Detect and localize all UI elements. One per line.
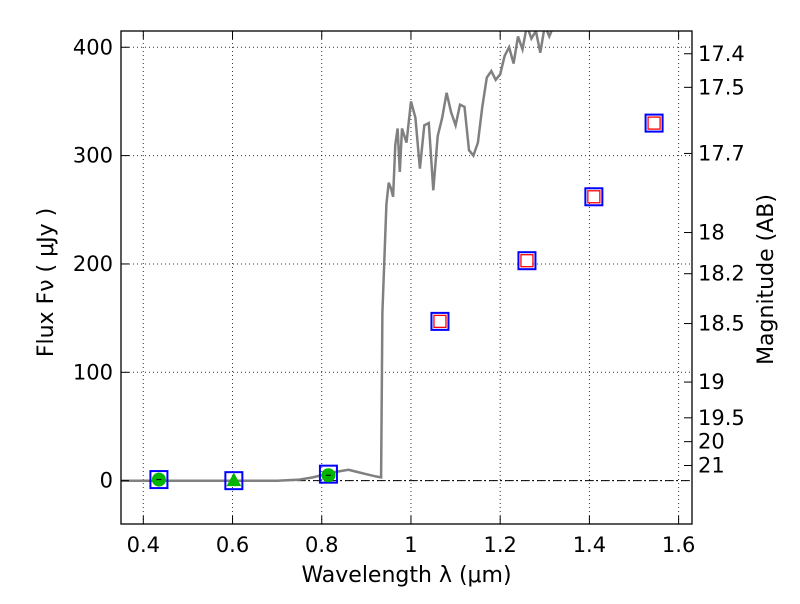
x-tick-label: 1 xyxy=(404,533,417,557)
model-sed-line xyxy=(121,31,553,482)
model-photometry-square xyxy=(647,116,661,130)
mag-tick-label: 19.5 xyxy=(698,406,745,430)
observed-photometry-square xyxy=(224,471,244,491)
photometry-triangle xyxy=(226,472,242,487)
mag-tick-label: 18 xyxy=(698,221,725,245)
mag-tick-label: 17.5 xyxy=(698,75,745,99)
y-axis-right-label: Magnitude (AB) xyxy=(754,194,779,365)
mag-tick-label: 17.7 xyxy=(698,141,745,165)
y-tick-label: 400 xyxy=(73,35,113,59)
model-photometry-square xyxy=(520,254,534,268)
mag-tick-label: 19 xyxy=(698,370,725,394)
observed-photometry-square xyxy=(318,464,338,484)
mag-tick-label: 17.4 xyxy=(698,42,745,66)
x-tick-label: 1.4 xyxy=(573,533,606,557)
y-tick-label: 100 xyxy=(73,360,113,384)
mag-tick-label: 21 xyxy=(698,453,725,477)
model-photometry-square xyxy=(433,314,447,329)
x-tick-label: 1.2 xyxy=(483,533,516,557)
axis-ticks: 0.4 0.6 0.8 1 1.2 1.4 1.6 0 100 200 300 400 17.4 17.5… xyxy=(73,31,745,557)
x-axis-label: Wavelength λ (μm) xyxy=(301,563,511,588)
mag-tick-label: 20 xyxy=(698,430,725,454)
observed-photometry-square xyxy=(584,187,604,207)
y-tick-label: 300 xyxy=(73,144,113,168)
x-tick-label: 0.6 xyxy=(216,533,249,557)
x-tick-label: 0.8 xyxy=(305,533,338,557)
observed-photometry-square xyxy=(430,311,450,331)
model-photometry-square xyxy=(587,190,601,204)
y-tick-label: 0 xyxy=(100,469,113,493)
mag-tick-label: 18.2 xyxy=(698,262,745,286)
mag-tick-label: 18.5 xyxy=(698,312,745,336)
observed-photometry-square xyxy=(644,113,664,133)
y-axis-label: Flux Fν ( μJy ) xyxy=(34,208,59,357)
y-tick-label: 200 xyxy=(73,252,113,276)
x-tick-label: 1.6 xyxy=(662,533,695,557)
plot-frame xyxy=(120,30,693,525)
grid xyxy=(121,31,692,524)
observed-photometry-square xyxy=(149,470,169,490)
x-tick-label: 0.4 xyxy=(127,533,160,557)
photometry-points xyxy=(149,113,664,491)
observed-photometry-square xyxy=(517,251,537,271)
